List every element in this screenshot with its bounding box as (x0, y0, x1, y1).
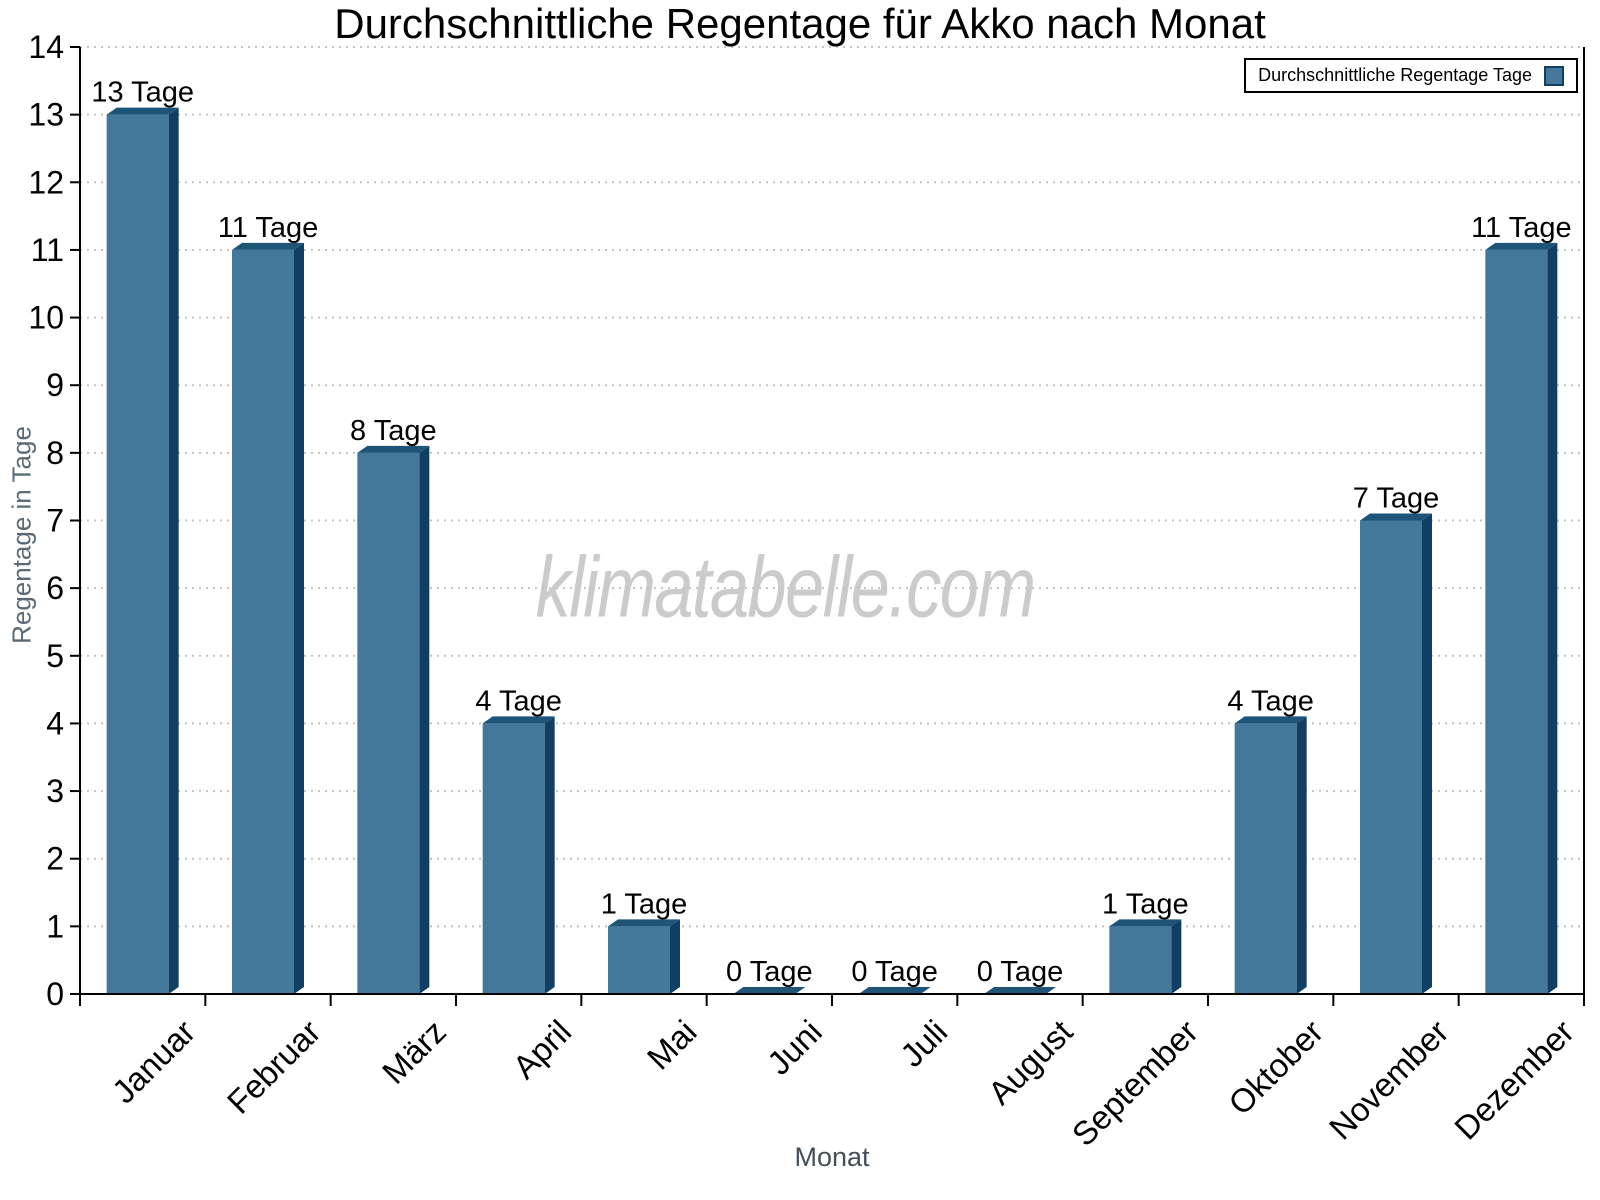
bar-side-oktober (1296, 716, 1307, 994)
bar-value-label: 13 Tage (91, 77, 194, 109)
bar-dezember (1485, 249, 1548, 994)
bar-mai (608, 926, 670, 994)
x-category-label: Juni (760, 1013, 829, 1082)
bar-oktober (1234, 723, 1297, 994)
y-tick-label: 11 (31, 232, 64, 268)
bar-side-november (1422, 513, 1432, 994)
bar-märz (357, 452, 420, 994)
bar-value-label: 4 Tage (475, 685, 562, 717)
x-category-label: November (1322, 1013, 1456, 1147)
bar-april (482, 723, 545, 994)
x-category-label: Oktober (1221, 1013, 1330, 1122)
chart-title: Durchschnittliche Regentage für Akko nac… (334, 0, 1266, 47)
bar-top-juli (858, 987, 931, 994)
y-tick-label: 8 (46, 435, 64, 471)
y-axis-title: Regentage in Tage (6, 426, 37, 644)
bar-top-august (984, 987, 1056, 994)
y-tick-label: 0 (46, 976, 64, 1012)
bar-top-november (1360, 513, 1432, 521)
bar-top-april (482, 716, 555, 724)
bar-value-label: 11 Tage (218, 212, 319, 244)
x-category-label: März (375, 1013, 453, 1091)
y-tick-label: 5 (46, 638, 64, 674)
x-category-label: Dezember (1447, 1013, 1581, 1147)
x-category-label: Mai (640, 1013, 704, 1077)
bar-top-september (1109, 919, 1182, 927)
y-tick-label: 13 (28, 97, 64, 133)
bar-value-label: 11 Tage (1471, 212, 1572, 244)
x-category-label: August (981, 1013, 1080, 1112)
y-tick-label: 6 (46, 570, 64, 606)
bar-top-juni (733, 987, 806, 994)
bar-value-label: 1 Tage (1102, 888, 1189, 920)
y-tick-label: 4 (46, 705, 64, 741)
bar-november (1360, 520, 1422, 994)
bar-side-mai (670, 919, 680, 994)
y-tick-label: 2 (46, 841, 64, 877)
watermark: klimatabelle.com (535, 539, 1037, 636)
y-tick-label: 1 (46, 908, 64, 944)
bar-top-mai (608, 919, 680, 927)
y-tick-label: 12 (28, 164, 64, 200)
bar-side-dezember (1547, 242, 1558, 994)
bar-top-märz (357, 445, 430, 453)
legend-label: Durchschnittliche Regentage Tage (1258, 65, 1532, 85)
bar-top-februar (232, 242, 304, 250)
y-tick-label: 3 (46, 773, 64, 809)
bar-value-label: 7 Tage (1353, 483, 1440, 515)
x-category-label: Januar (105, 1013, 203, 1111)
bar-februar (232, 249, 294, 994)
bar-top-januar (106, 107, 179, 115)
legend: Durchschnittliche Regentage Tage (1244, 58, 1578, 93)
y-tick-label: 10 (28, 300, 64, 336)
bar-value-label: 0 Tage (977, 956, 1064, 988)
bar-value-label: 1 Tage (601, 888, 688, 920)
x-category-label: September (1065, 1013, 1205, 1153)
bar-side-januar (168, 107, 179, 994)
y-tick-label: 7 (46, 503, 64, 539)
bar-value-label: 0 Tage (726, 956, 813, 988)
bar-september (1109, 926, 1172, 994)
bar-top-dezember (1485, 242, 1558, 250)
bar-januar (106, 114, 169, 994)
legend-swatch (1544, 65, 1564, 86)
x-category-label: April (505, 1013, 578, 1086)
y-tick-label: 9 (46, 367, 64, 403)
x-axis-title: Monat (794, 1142, 870, 1172)
bar-side-april (544, 716, 555, 994)
bar-side-märz (419, 445, 430, 994)
x-category-label: Februar (220, 1013, 328, 1121)
bar-value-label: 0 Tage (851, 956, 938, 988)
y-tick-label: 14 (28, 29, 64, 65)
bar-value-label: 4 Tage (1227, 685, 1314, 717)
bar-side-februar (294, 242, 304, 994)
x-category-label: Juli (893, 1013, 954, 1074)
bar-side-september (1171, 919, 1182, 994)
bar-top-oktober (1234, 716, 1307, 724)
bar-value-label: 8 Tage (350, 415, 437, 447)
